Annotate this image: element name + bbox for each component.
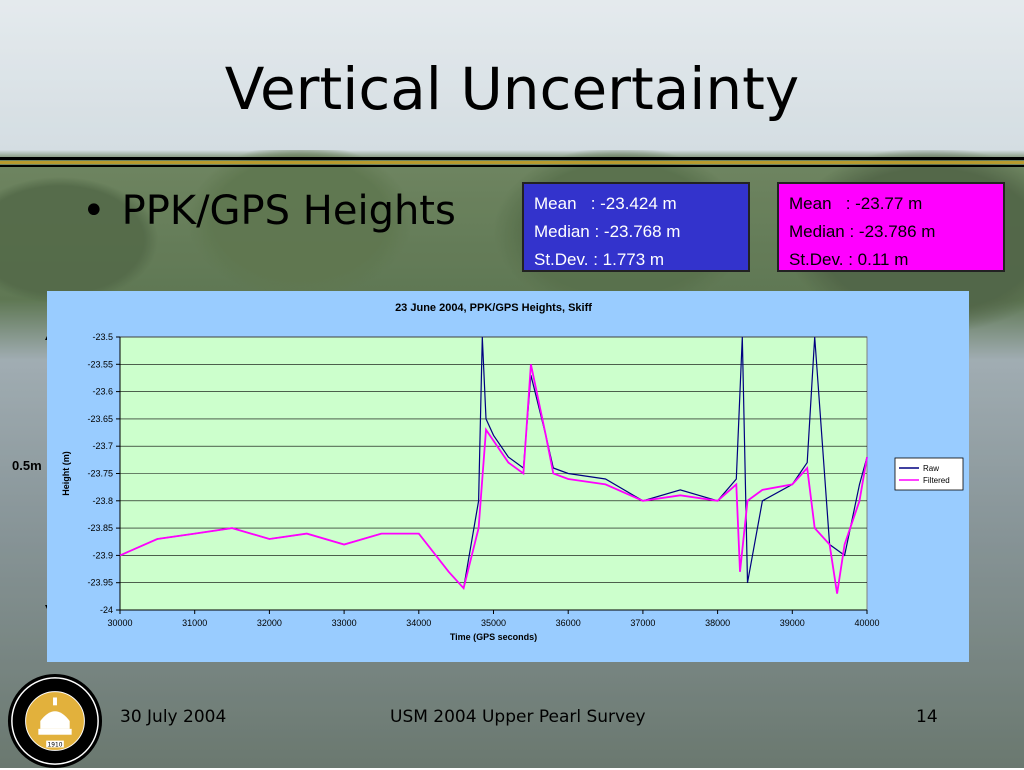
x-tick-label: 32000 xyxy=(257,618,282,628)
chart-panel: 23 June 2004, PPK/GPS Heights, Skiff -23.… xyxy=(47,291,969,662)
y-tick-label: -23.95 xyxy=(87,578,113,588)
filtered-stdev: St.Dev. : 0.11 m xyxy=(789,250,909,269)
bullet-text: PPK/GPS Heights xyxy=(121,188,456,234)
y-tick-label: -23.85 xyxy=(87,523,113,533)
x-tick-label: 34000 xyxy=(406,618,431,628)
legend-label-raw: Raw xyxy=(923,464,939,473)
footer-page-number: 14 xyxy=(916,707,938,727)
filtered-mean: Mean : -23.77 m xyxy=(789,194,923,213)
y-tick-label: -23.9 xyxy=(92,550,113,560)
y-tick-label: -23.75 xyxy=(87,469,113,479)
filtered-stats-box: Mean : -23.77 m Median : -23.786 m St.De… xyxy=(777,182,1005,272)
raw-stats-box: Mean : -23.424 m Median : -23.768 m St.D… xyxy=(522,182,750,272)
y-axis-label: Height (m) xyxy=(61,451,71,496)
x-tick-label: 33000 xyxy=(332,618,357,628)
y-tick-label: -23.7 xyxy=(92,441,113,451)
bullet-item: • PPK/GPS Heights xyxy=(82,188,456,234)
scale-bar-label: 0.5m xyxy=(12,458,42,473)
x-tick-label: 31000 xyxy=(182,618,207,628)
raw-stdev: St.Dev. : 1.773 m xyxy=(534,250,665,269)
title-rule-gold xyxy=(0,161,1024,164)
x-axis-label: Time (GPS seconds) xyxy=(450,632,537,642)
raw-mean: Mean : -23.424 m xyxy=(534,194,677,213)
raw-median: Median : -23.768 m xyxy=(534,222,681,241)
x-tick-label: 37000 xyxy=(630,618,655,628)
chart-title: 23 June 2004, PPK/GPS Heights, Skiff xyxy=(395,302,592,314)
title-rule-top xyxy=(0,157,1024,160)
y-tick-label: -24 xyxy=(100,605,113,615)
y-tick-label: -23.65 xyxy=(87,414,113,424)
y-tick-label: -23.6 xyxy=(92,387,113,397)
legend-box xyxy=(894,457,964,491)
y-tick-label: -23.5 xyxy=(92,332,113,342)
bullet-dot-icon: • xyxy=(82,188,106,234)
slide-title: Vertical Uncertainty xyxy=(224,55,800,123)
x-tick-label: 30000 xyxy=(107,618,132,628)
y-tick-label: -23.55 xyxy=(87,359,113,369)
x-tick-label: 38000 xyxy=(705,618,730,628)
chart-svg: 23 June 2004, PPK/GPS Heights, Skiff -23.… xyxy=(61,302,964,642)
legend-label-filtered: Filtered xyxy=(923,476,950,485)
series-line-filtered xyxy=(119,364,868,594)
footer-date: 30 July 2004 xyxy=(120,707,227,727)
y-tick-label: -23.8 xyxy=(92,496,113,506)
filtered-median: Median : -23.786 m xyxy=(789,222,936,241)
svg-text:1910: 1910 xyxy=(48,742,63,748)
x-tick-label: 39000 xyxy=(780,618,805,628)
university-seal-icon: 1910 xyxy=(7,673,103,769)
title-rule-bottom xyxy=(0,165,1024,167)
x-tick-label: 40000 xyxy=(854,618,879,628)
x-tick-label: 35000 xyxy=(481,618,506,628)
x-tick-label: 36000 xyxy=(556,618,581,628)
footer-title: USM 2004 Upper Pearl Survey xyxy=(390,707,646,727)
